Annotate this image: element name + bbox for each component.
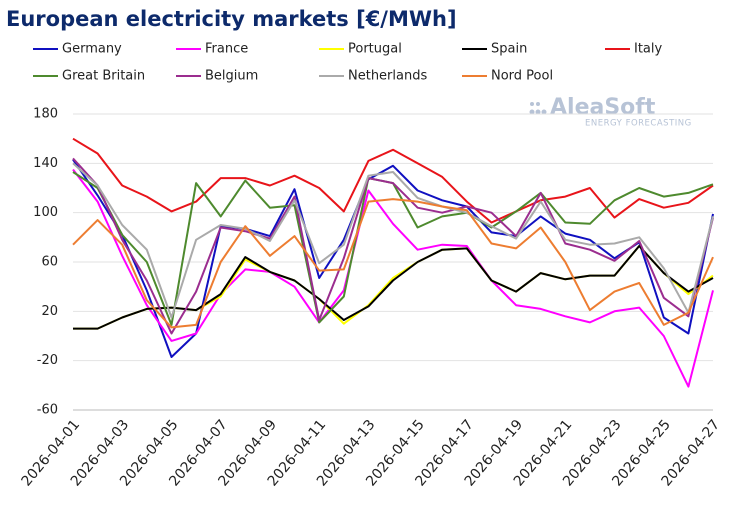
logo-dot	[530, 102, 534, 106]
legend-label: Germany	[62, 42, 122, 57]
series-line	[72, 137, 714, 224]
logo-subtitle: ENERGY FORECASTING	[585, 119, 692, 129]
y-tick-label: 180	[33, 107, 58, 122]
series-line	[72, 168, 714, 388]
series-line	[72, 162, 714, 319]
y-tick-label: -20	[37, 353, 58, 368]
legend-label: Netherlands	[348, 69, 427, 84]
logo-dot	[536, 102, 540, 106]
logo: AleaSoft ENERGY FORECASTING	[529, 95, 692, 129]
y-tick-label: 140	[33, 156, 58, 171]
logo-text: AleaSoft	[550, 95, 656, 120]
series-line	[73, 245, 714, 330]
series-line	[72, 159, 714, 358]
legend-label: Nord Pool	[491, 69, 553, 84]
legend-label: Italy	[634, 42, 663, 57]
logo-dot	[529, 109, 535, 115]
series-line	[72, 157, 714, 335]
y-tick-label: 20	[41, 304, 58, 319]
y-tick-label: 60	[41, 255, 58, 270]
legend-label: Belgium	[205, 69, 258, 84]
y-tick-label: 100	[33, 205, 58, 220]
series-line	[72, 198, 714, 329]
y-tick-label: -60	[37, 403, 58, 418]
series-line	[72, 171, 714, 326]
logo-dot	[541, 109, 547, 115]
legend-label: Spain	[491, 42, 527, 57]
legend-label: France	[205, 42, 248, 57]
legend-label: Great Britain	[62, 69, 145, 84]
legend-label: Portugal	[348, 42, 402, 57]
logo-dot	[535, 109, 541, 115]
chart-title: European electricity markets [€/MWh]	[6, 7, 457, 31]
